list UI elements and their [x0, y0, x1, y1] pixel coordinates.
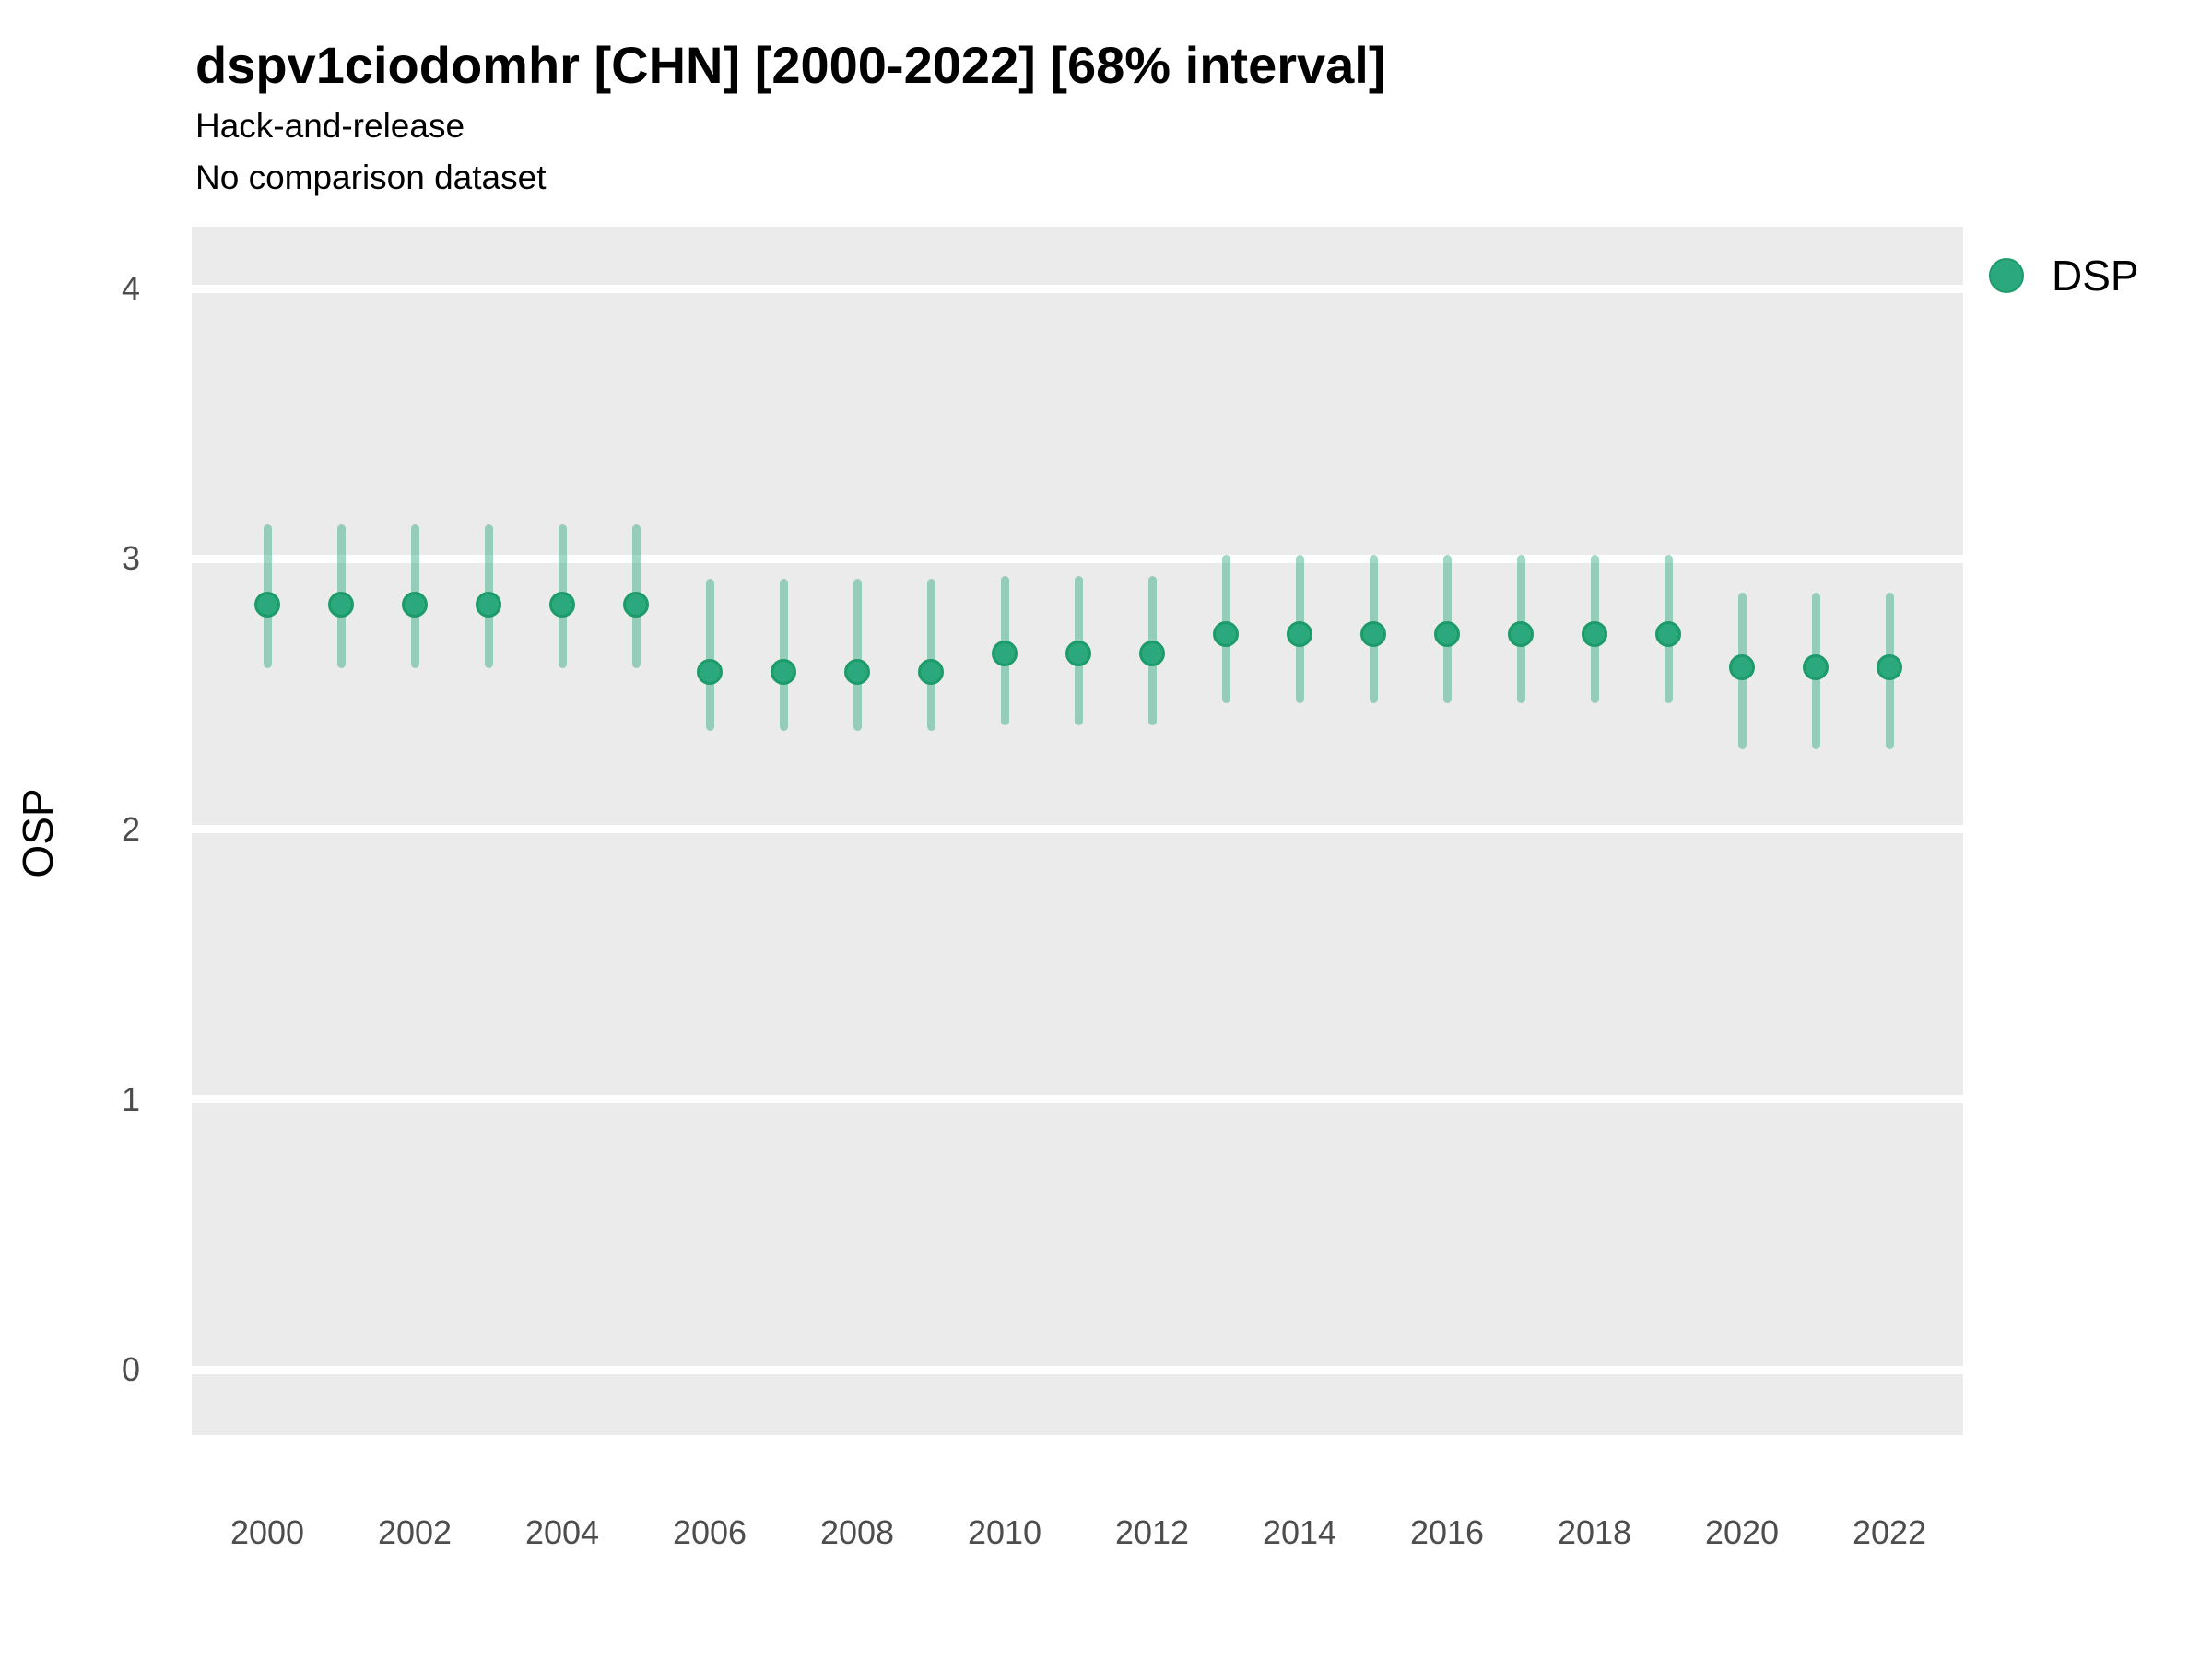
x-tick-label-2004: 2004 — [524, 1513, 600, 1551]
point-2018 — [1582, 621, 1607, 648]
point-2009 — [918, 659, 944, 686]
x-tick-label-2020: 2020 — [1704, 1513, 1780, 1551]
point-2020 — [1729, 653, 1755, 680]
y-tick-label-1: 1 — [121, 1079, 140, 1118]
point-2001 — [328, 592, 354, 618]
chart-subtitle-line2: No comparison dataset — [195, 159, 547, 196]
interval-2007 — [779, 579, 788, 731]
x-tick-label-2014: 2014 — [1262, 1513, 1337, 1551]
legend: DSP — [1989, 251, 2139, 300]
point-2000 — [254, 592, 280, 618]
gridline-y-1 — [192, 1095, 1963, 1104]
point-2017 — [1508, 621, 1534, 648]
gridline-y-2 — [192, 825, 1963, 833]
legend-label: DSP — [2052, 252, 2139, 300]
interval-2008 — [853, 579, 862, 731]
point-2008 — [844, 659, 870, 686]
x-tick-label-2018: 2018 — [1557, 1513, 1632, 1551]
plot-panel — [192, 227, 1963, 1435]
x-tick-label-2000: 2000 — [229, 1513, 305, 1551]
y-tick-label-0: 0 — [121, 1350, 140, 1388]
point-2019 — [1655, 621, 1681, 648]
x-tick-label-2002: 2002 — [377, 1513, 453, 1551]
point-2010 — [992, 640, 1018, 666]
interval-2006 — [705, 579, 714, 731]
gridline-y-0 — [192, 1365, 1963, 1374]
x-tick-label-2008: 2008 — [819, 1513, 895, 1551]
legend-point-icon — [1989, 258, 2024, 293]
point-2011 — [1065, 640, 1091, 666]
point-2022 — [1877, 653, 1902, 680]
point-2004 — [549, 592, 575, 618]
point-2021 — [1803, 653, 1829, 680]
y-tick-label-4: 4 — [121, 269, 140, 307]
x-tick-label-2012: 2012 — [1114, 1513, 1190, 1551]
point-2013 — [1213, 621, 1239, 648]
gridline-y-4 — [192, 284, 1963, 293]
point-2016 — [1434, 621, 1460, 648]
point-2002 — [402, 592, 428, 618]
point-2015 — [1360, 621, 1386, 648]
x-tick-label-2006: 2006 — [672, 1513, 747, 1551]
point-2003 — [476, 592, 501, 618]
point-2012 — [1139, 640, 1165, 666]
gridline-y-3 — [192, 554, 1963, 563]
point-2014 — [1287, 621, 1312, 648]
chart-title: dspv1ciodomhr [CHN] [2000-2022] [68% int… — [195, 36, 1386, 94]
interval-2009 — [926, 579, 935, 731]
point-2006 — [697, 659, 723, 686]
x-tick-label-2022: 2022 — [1852, 1513, 1927, 1551]
point-2007 — [771, 659, 796, 686]
x-tick-label-2010: 2010 — [967, 1513, 1042, 1551]
y-tick-label-2: 2 — [121, 809, 140, 848]
point-2005 — [623, 592, 649, 618]
y-tick-label-3: 3 — [121, 539, 140, 578]
chart-subtitle-line1: Hack-and-release — [195, 107, 465, 145]
x-tick-label-2016: 2016 — [1409, 1513, 1485, 1551]
